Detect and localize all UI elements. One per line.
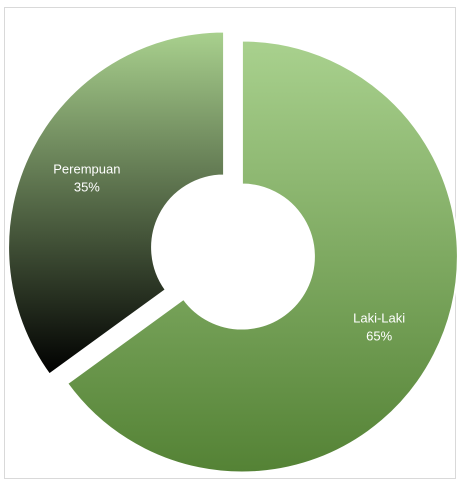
category-label-laki-laki: Laki-Laki <box>353 310 405 325</box>
data-label-perempuan: Perempuan 35% <box>53 162 120 195</box>
slice-perempuan <box>7 30 226 376</box>
slice-laki-laki <box>65 39 459 474</box>
percent-label-laki-laki: 65% <box>366 328 392 343</box>
data-label-laki-laki: Laki-Laki 65% <box>353 310 405 343</box>
percent-label-perempuan: 35% <box>74 180 100 195</box>
category-label-perempuan: Perempuan <box>53 162 120 177</box>
